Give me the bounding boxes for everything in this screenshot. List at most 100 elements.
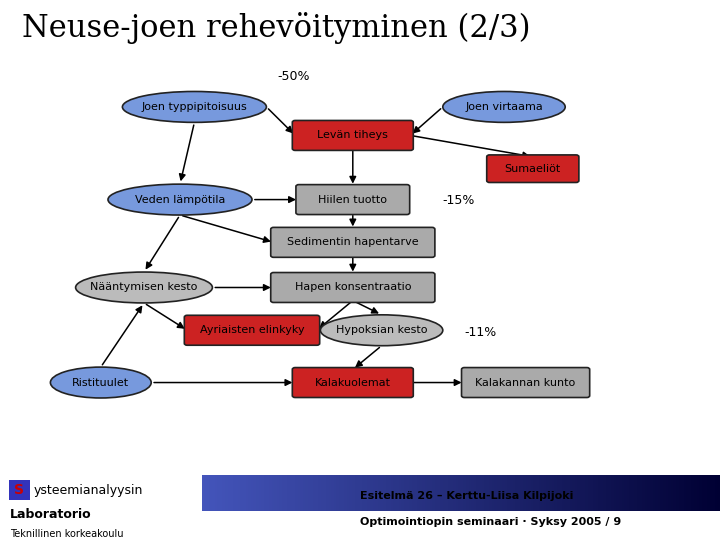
Text: Neuse-joen rehevöityminen (2/3): Neuse-joen rehevöityminen (2/3): [22, 12, 530, 44]
Bar: [629, 475, 633, 511]
Bar: [347, 475, 350, 511]
Bar: [663, 475, 666, 511]
Bar: [603, 475, 607, 511]
Text: Ristituulet: Ristituulet: [72, 377, 130, 388]
Bar: [526, 475, 529, 511]
Bar: [456, 475, 459, 511]
Bar: [328, 475, 332, 511]
Bar: [523, 475, 526, 511]
Bar: [352, 475, 355, 511]
Bar: [292, 475, 296, 511]
Bar: [637, 475, 640, 511]
Bar: [331, 475, 335, 511]
Bar: [360, 475, 363, 511]
Bar: [546, 475, 549, 511]
Bar: [336, 475, 340, 511]
Bar: [266, 475, 270, 511]
Bar: [673, 475, 677, 511]
Bar: [600, 475, 604, 511]
Bar: [370, 475, 374, 511]
Bar: [271, 475, 275, 511]
Bar: [412, 475, 415, 511]
FancyBboxPatch shape: [271, 227, 435, 258]
Bar: [419, 475, 423, 511]
Bar: [510, 475, 513, 511]
Ellipse shape: [320, 315, 443, 346]
FancyBboxPatch shape: [292, 368, 413, 397]
Bar: [269, 475, 272, 511]
Bar: [492, 475, 495, 511]
Text: Laboratorio: Laboratorio: [10, 508, 91, 521]
Bar: [248, 475, 251, 511]
Bar: [539, 475, 542, 511]
Bar: [326, 475, 329, 511]
Bar: [261, 475, 264, 511]
Bar: [323, 475, 327, 511]
Bar: [469, 475, 472, 511]
Bar: [608, 475, 612, 511]
Bar: [386, 475, 389, 511]
Bar: [362, 475, 366, 511]
Bar: [697, 475, 700, 511]
Bar: [536, 475, 539, 511]
Bar: [678, 475, 682, 511]
Bar: [349, 475, 353, 511]
Bar: [427, 475, 431, 511]
Text: Veden lämpötila: Veden lämpötila: [135, 194, 225, 205]
Bar: [544, 475, 547, 511]
Bar: [466, 475, 469, 511]
Bar: [365, 475, 368, 511]
Bar: [378, 475, 381, 511]
Text: Kalakannan kunto: Kalakannan kunto: [475, 377, 576, 388]
Bar: [401, 475, 405, 511]
Text: Esitelmä 26 – Kerttu-Liisa Kilpijoki: Esitelmä 26 – Kerttu-Liisa Kilpijoki: [360, 491, 573, 501]
Bar: [0, 475, 202, 540]
Bar: [482, 475, 485, 511]
Bar: [632, 475, 635, 511]
Bar: [497, 475, 500, 511]
Bar: [585, 475, 588, 511]
Bar: [246, 475, 249, 511]
Ellipse shape: [443, 91, 565, 123]
Bar: [554, 475, 557, 511]
Bar: [440, 475, 444, 511]
Bar: [380, 475, 384, 511]
Bar: [665, 475, 669, 511]
Text: Hapen konsentraatio: Hapen konsentraatio: [294, 282, 411, 293]
Bar: [238, 475, 241, 511]
Bar: [668, 475, 672, 511]
Bar: [572, 475, 575, 511]
Bar: [9, 481, 30, 500]
Bar: [500, 475, 503, 511]
Bar: [613, 475, 617, 511]
Bar: [305, 475, 309, 511]
Bar: [660, 475, 664, 511]
Bar: [717, 475, 720, 511]
Text: Sedimentin hapentarve: Sedimentin hapentarve: [287, 238, 418, 247]
Bar: [344, 475, 348, 511]
Bar: [225, 475, 228, 511]
Bar: [593, 475, 596, 511]
Bar: [287, 475, 290, 511]
Bar: [297, 475, 301, 511]
Bar: [388, 475, 392, 511]
Bar: [464, 475, 467, 511]
Bar: [282, 475, 285, 511]
Bar: [367, 475, 371, 511]
Text: Optimointiopin seminaari · Syksy 2005 / 9: Optimointiopin seminaari · Syksy 2005 / …: [360, 517, 621, 527]
Bar: [453, 475, 456, 511]
FancyBboxPatch shape: [292, 120, 413, 151]
Bar: [430, 475, 433, 511]
Bar: [626, 475, 630, 511]
Bar: [513, 475, 516, 511]
Bar: [321, 475, 324, 511]
Bar: [477, 475, 480, 511]
Bar: [228, 475, 231, 511]
Bar: [528, 475, 531, 511]
Bar: [598, 475, 601, 511]
Bar: [235, 475, 238, 511]
Bar: [715, 475, 718, 511]
Text: Joen typpipitoisuus: Joen typpipitoisuus: [142, 102, 247, 112]
Ellipse shape: [76, 272, 212, 303]
Bar: [318, 475, 322, 511]
